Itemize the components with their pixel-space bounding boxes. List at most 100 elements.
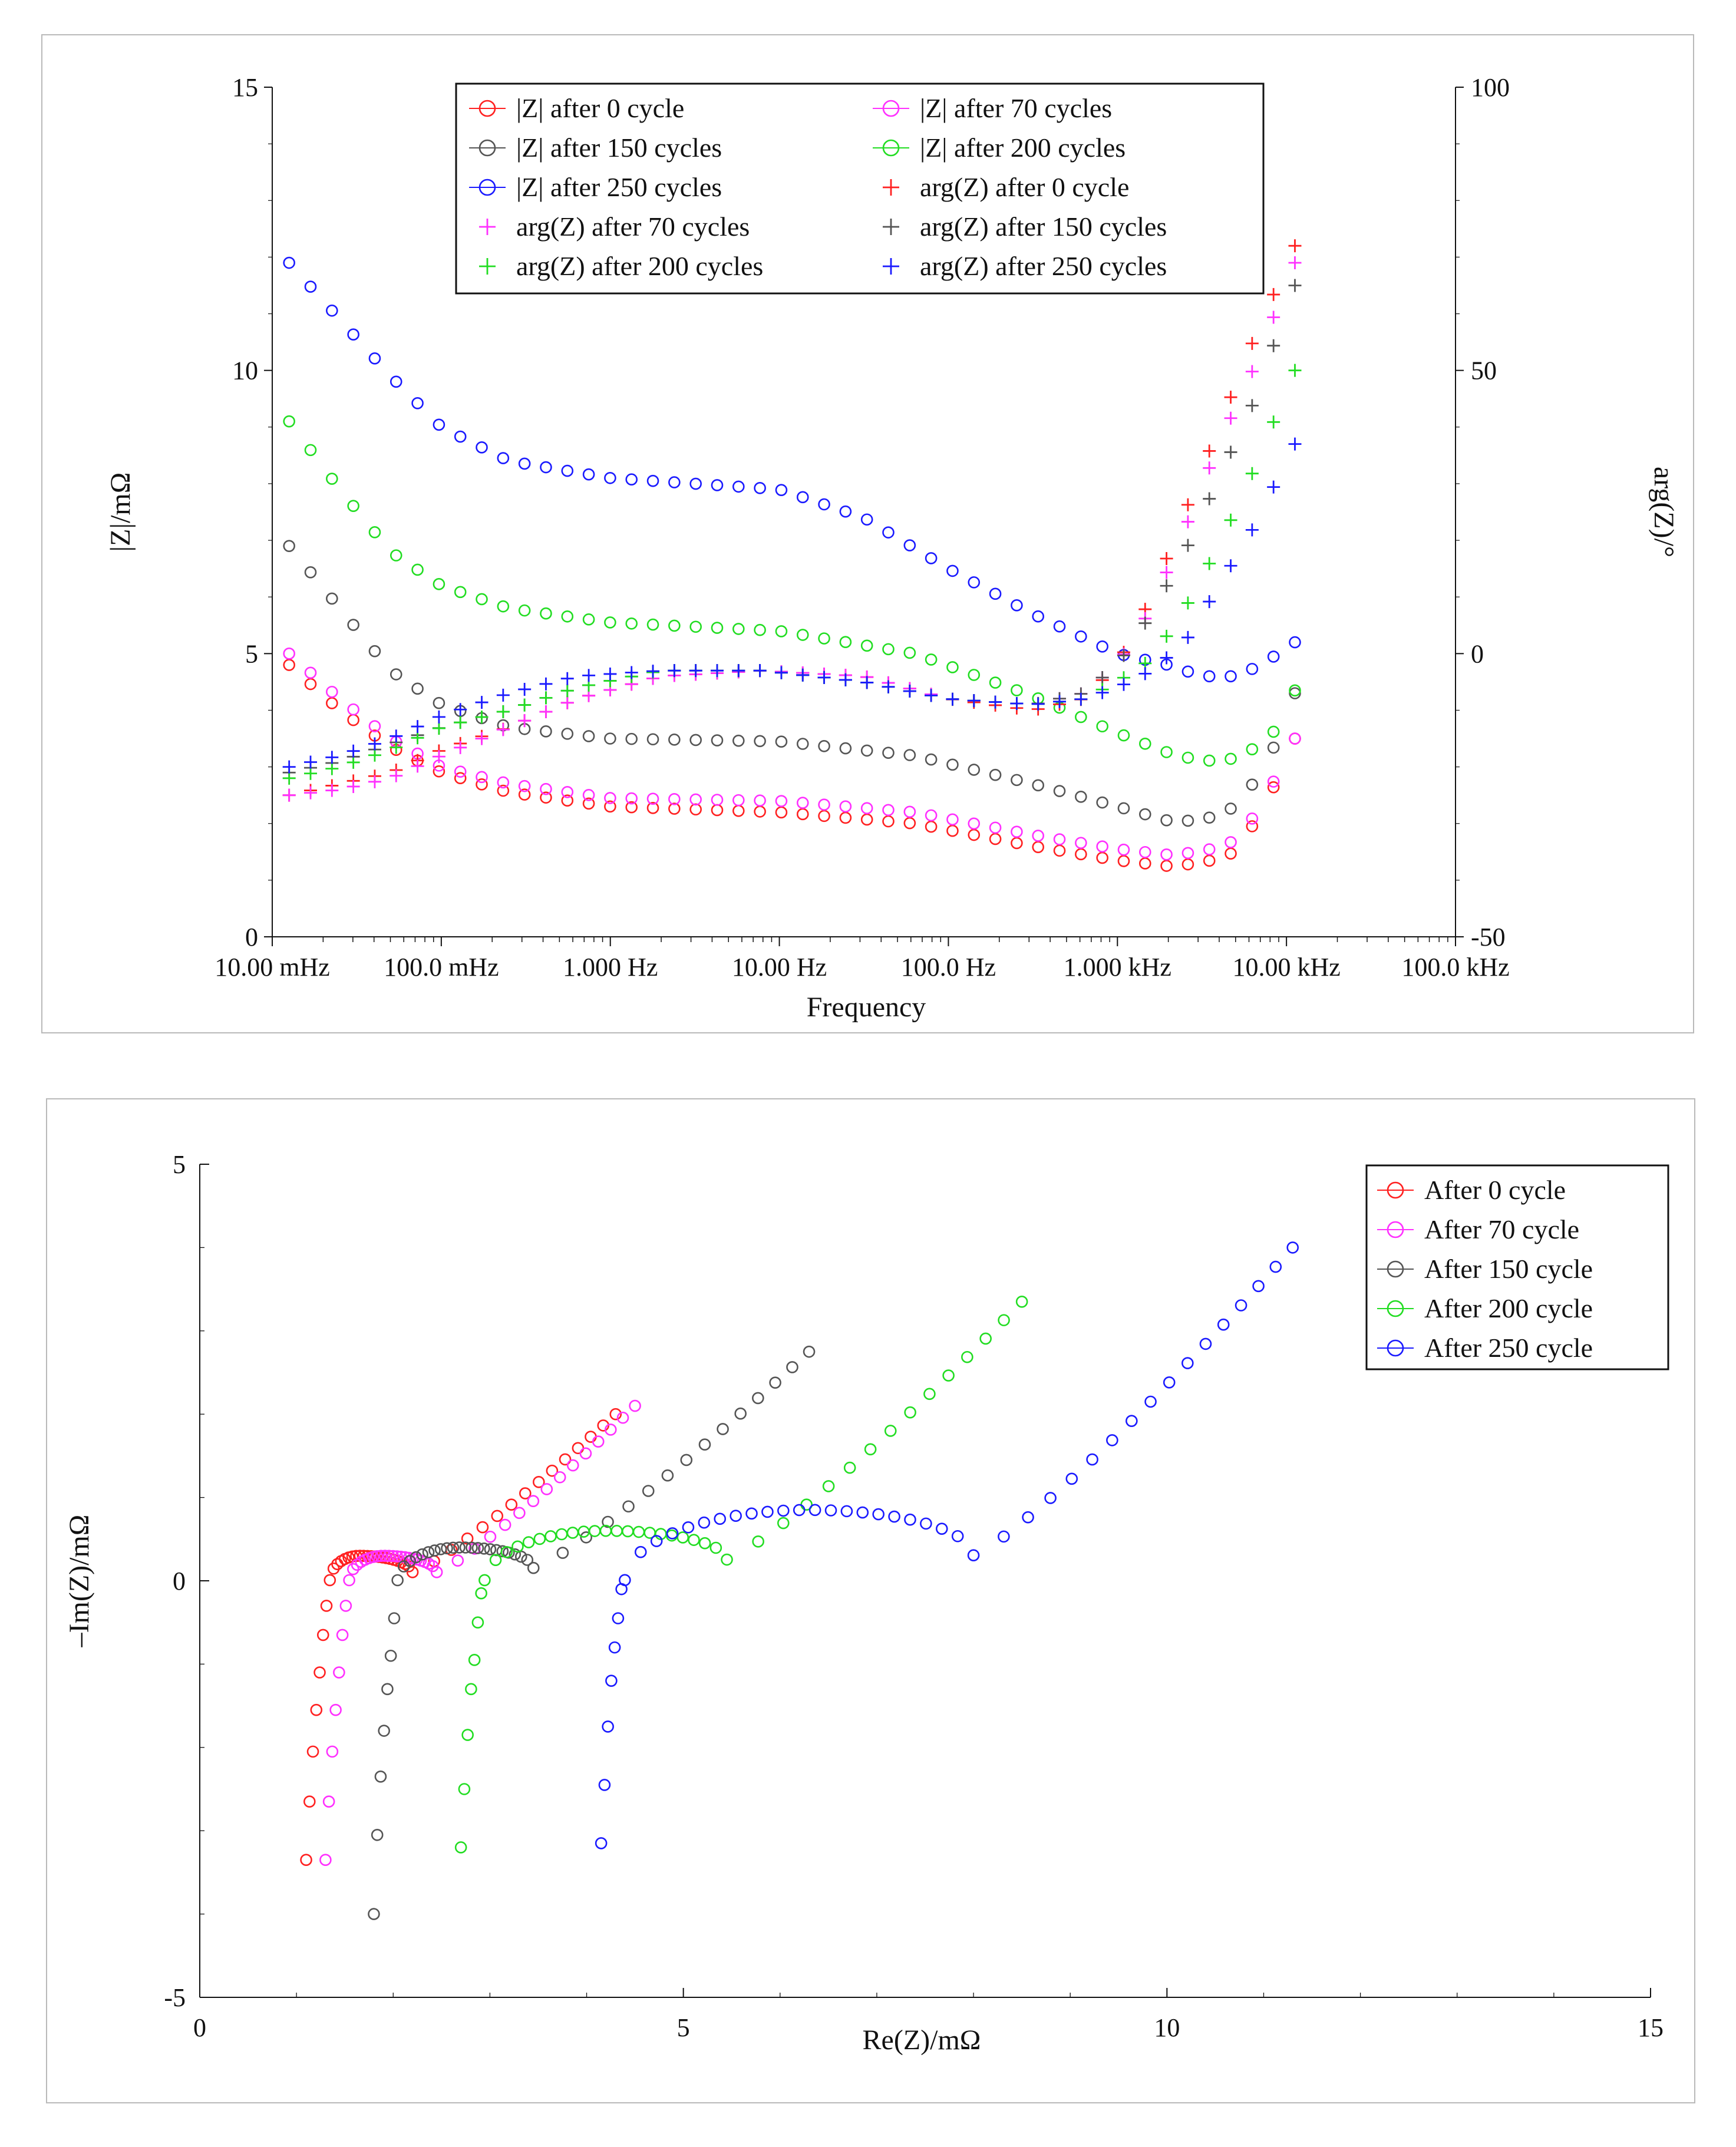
nyquist-point — [458, 1783, 471, 1795]
nyquist-point — [602, 1515, 614, 1528]
nyquist-point — [499, 1518, 511, 1531]
bode-z-point — [882, 747, 895, 759]
bode-z-point — [646, 792, 659, 805]
bode-z-point — [433, 418, 445, 431]
bode-phase-point — [1245, 523, 1259, 537]
nyquist-point — [904, 1406, 916, 1419]
nyquist-legend-marker — [1387, 1339, 1404, 1357]
bode-z-point — [1289, 684, 1301, 697]
bode-z-point — [1011, 684, 1023, 696]
nyquist-point — [661, 1469, 674, 1482]
bode-y-tick-label: 0 — [245, 923, 258, 952]
bode-z-point — [1053, 785, 1066, 797]
nyquist-point — [605, 1674, 618, 1687]
nyquist-point — [329, 1703, 342, 1716]
bode-z-point — [1246, 812, 1259, 825]
nyquist-point — [430, 1566, 443, 1578]
bode-z-point — [1160, 746, 1173, 758]
nyquist-point — [884, 1425, 897, 1437]
nyquist-point — [1235, 1299, 1247, 1312]
bode-z-point — [1267, 650, 1280, 663]
bode-z-point — [1181, 858, 1194, 871]
bode-phase-point — [1095, 686, 1109, 699]
bode-series-7 — [282, 279, 1302, 779]
bode-z-point — [497, 784, 510, 797]
bode-z-point — [775, 625, 788, 638]
nyquist-point — [616, 1411, 629, 1424]
bode-phase-point — [1074, 692, 1088, 706]
bode-z-point — [1160, 860, 1173, 872]
bode-z-point — [1075, 711, 1087, 724]
nyquist-point — [961, 1350, 973, 1363]
nyquist-point — [864, 1443, 877, 1456]
bode-y2-tick-label: 50 — [1471, 356, 1497, 385]
nyquist-point — [434, 1543, 447, 1555]
bode-z-point — [818, 739, 830, 752]
bode-phase-point — [454, 716, 467, 729]
bode-z-point — [476, 778, 488, 791]
nyquist-point — [336, 1629, 349, 1641]
nyquist-y-tick-label: -5 — [164, 1983, 186, 2012]
bode-z-point — [860, 813, 873, 826]
bode-phase-point — [1288, 256, 1302, 270]
nyquist-point — [459, 1541, 472, 1554]
bode-phase-point — [368, 748, 381, 762]
bode-phase-point — [325, 784, 339, 797]
bode-legend-marker — [479, 219, 496, 235]
bode-z-point — [1011, 837, 1023, 850]
bode-z-point — [540, 782, 552, 795]
bode-phase-point — [304, 786, 318, 800]
nyquist-point — [676, 1531, 689, 1544]
nyquist-point — [634, 1545, 647, 1558]
nyquist-point — [319, 1854, 332, 1866]
bode-z-point — [283, 659, 295, 671]
bode-z-point — [368, 645, 381, 658]
bode-phase-point — [1203, 461, 1216, 475]
bode-y-axis-label: |Z|/mΩ — [105, 473, 136, 552]
bode-z-point — [1246, 778, 1259, 791]
bode-phase-point — [925, 689, 938, 702]
bode-z-point — [1181, 847, 1194, 860]
bode-z-point — [754, 482, 766, 494]
bode-phase-point — [1117, 678, 1130, 691]
bode-phase-point — [1095, 671, 1109, 685]
bode-z-point — [646, 618, 659, 631]
nyquist-point — [632, 1525, 645, 1538]
bode-z-point — [604, 800, 616, 813]
bode-z-point — [1096, 640, 1108, 653]
bode-phase-point — [603, 667, 617, 681]
bode-phase-point — [903, 685, 916, 698]
nyquist-point — [1181, 1357, 1194, 1369]
bode-phase-point — [560, 672, 574, 685]
bode-z-point — [1138, 845, 1151, 858]
bode-z-point — [1075, 837, 1087, 849]
bode-z-point — [903, 805, 916, 818]
bode-z-point — [1011, 599, 1023, 612]
bode-z-point — [711, 804, 724, 817]
bode-phase-point — [1203, 595, 1216, 609]
bode-y2-axis-label: arg(Z)/° — [1648, 467, 1679, 557]
bode-phase-point — [1267, 415, 1280, 429]
bode-z-point — [454, 430, 467, 443]
bode-z-point — [1096, 851, 1108, 864]
nyquist-point — [406, 1566, 419, 1578]
nyquist-point — [404, 1555, 416, 1567]
nyquist-point — [920, 1517, 932, 1530]
bode-y2-tick-label: -50 — [1471, 923, 1506, 952]
bode-phase-point — [475, 711, 489, 724]
nyquist-point — [752, 1392, 764, 1405]
bode-z-point — [304, 280, 317, 293]
bode-z-point — [582, 613, 595, 626]
nyquist-point — [468, 1654, 481, 1666]
nyquist-point — [579, 1447, 592, 1460]
bode-z-point — [1032, 830, 1045, 842]
nyquist-point — [489, 1554, 502, 1566]
nyquist-point — [313, 1666, 326, 1679]
bode-z-point — [476, 441, 488, 454]
bode-series-4 — [283, 256, 1301, 683]
bode-phase-point — [860, 676, 874, 689]
nyquist-point — [717, 1423, 729, 1435]
nyquist-point — [604, 1423, 617, 1436]
bode-z-point — [1181, 814, 1194, 827]
bode-z-point — [775, 735, 788, 748]
